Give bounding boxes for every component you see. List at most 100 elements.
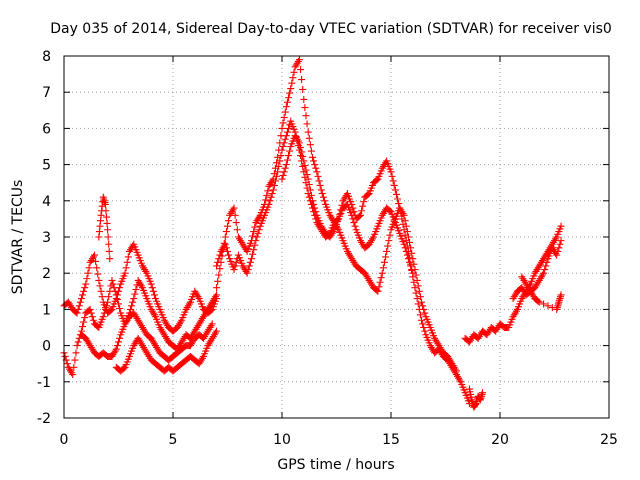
data-point-interp — [232, 258, 240, 266]
data-point-interp — [89, 316, 97, 324]
data-point-interp — [222, 228, 230, 236]
data-point — [213, 262, 221, 270]
y-tick-label: 0 — [42, 339, 51, 355]
data-point — [121, 269, 129, 277]
data-point-interp — [420, 324, 428, 331]
data-point-interp — [280, 139, 288, 147]
data-point-interp — [225, 217, 233, 225]
y-tick-label: 5 — [42, 158, 51, 174]
data-point-interp — [83, 275, 91, 283]
data-point-interp — [416, 293, 424, 301]
data-point-interp — [321, 197, 329, 205]
data-point-interp — [267, 193, 275, 201]
data-point-interp — [377, 274, 385, 282]
data-point-interp — [222, 244, 230, 252]
data-point-interp — [233, 226, 241, 234]
data-point-interp — [280, 168, 288, 176]
data-point-interp — [100, 309, 108, 317]
data-point — [452, 367, 460, 375]
data-point-interp — [306, 186, 314, 194]
x-tick-label: 25 — [600, 432, 618, 448]
data-point — [95, 276, 103, 284]
y-tick-label: -1 — [37, 375, 51, 391]
data-point — [313, 168, 321, 176]
data-point — [252, 237, 260, 245]
data-point-interp — [79, 291, 87, 299]
data-point-interp — [305, 134, 313, 142]
data-point-interp — [214, 258, 222, 266]
data-point-interp — [318, 190, 326, 198]
data-point — [99, 313, 107, 321]
data-point-interp — [360, 198, 368, 206]
data-point-interp — [390, 181, 398, 189]
x-tick-label: 10 — [273, 432, 291, 448]
data-point-interp — [148, 284, 156, 292]
data-point-interp — [373, 176, 381, 184]
data-point-interp — [126, 305, 134, 313]
data-point-interp — [103, 219, 111, 227]
data-point-interp — [290, 68, 298, 76]
x-tick-label: 15 — [382, 432, 400, 448]
data-point-interp — [286, 89, 294, 97]
data-point-interp — [216, 251, 224, 259]
data-point-interp — [420, 305, 428, 313]
data-point — [309, 197, 317, 205]
data-point-interp — [266, 197, 274, 205]
data-point — [112, 345, 120, 353]
data-point-interp — [403, 251, 411, 259]
data-point-interp — [316, 181, 324, 189]
data-point — [348, 211, 356, 219]
data-point-interp — [232, 219, 240, 227]
data-point — [418, 316, 426, 324]
data-point-interp — [244, 266, 252, 274]
data-point — [400, 240, 408, 248]
data-point-interp — [312, 164, 320, 172]
series-track-i — [461, 222, 565, 346]
data-point — [317, 186, 325, 194]
data-point-interp — [419, 320, 427, 328]
data-point — [304, 175, 312, 183]
data-point-interp — [72, 349, 80, 357]
series-track-j — [465, 385, 487, 411]
data-point — [69, 371, 77, 379]
data-point-interp — [276, 157, 284, 165]
data-point-interp — [103, 302, 111, 310]
data-point-interp — [311, 161, 319, 169]
data-point-interp — [262, 196, 270, 204]
data-point-interp — [373, 286, 381, 294]
data-point-interp — [534, 297, 542, 305]
x-axis-label: GPS time / hours — [277, 457, 394, 473]
data-point-interp — [249, 232, 257, 240]
data-point-interp — [351, 222, 359, 230]
data-point-interp — [364, 190, 372, 198]
data-point-interp — [392, 190, 400, 198]
y-tick-label: 4 — [42, 194, 51, 210]
data-point — [77, 295, 85, 303]
data-point-interp — [386, 231, 394, 239]
data-point-interp — [412, 271, 420, 279]
data-point-interp — [410, 278, 418, 286]
data-point — [304, 128, 312, 136]
data-point-interp — [120, 364, 128, 372]
data-point-interp — [375, 283, 383, 291]
data-point-interp — [544, 302, 552, 310]
data-point-interp — [285, 124, 293, 132]
data-point — [221, 240, 229, 248]
data-point-interp — [384, 242, 392, 250]
data-point-interp — [283, 156, 291, 164]
data-point-interp — [350, 208, 358, 216]
data-point-interp — [315, 177, 323, 185]
data-point-interp — [128, 302, 136, 310]
data-point-interp — [113, 295, 121, 303]
data-point — [282, 132, 290, 140]
data-point-interp — [80, 318, 88, 326]
data-point-interp — [283, 128, 291, 136]
data-point-interp — [249, 250, 257, 258]
data-point-interp — [280, 114, 288, 122]
data-point-interp — [301, 162, 309, 170]
data-point-interp — [214, 277, 222, 285]
y-axis-label: SDTVAR / TECUs — [10, 180, 26, 295]
data-point-interp — [107, 306, 115, 314]
data-point-interp — [281, 135, 289, 143]
data-point-interp — [132, 285, 140, 293]
